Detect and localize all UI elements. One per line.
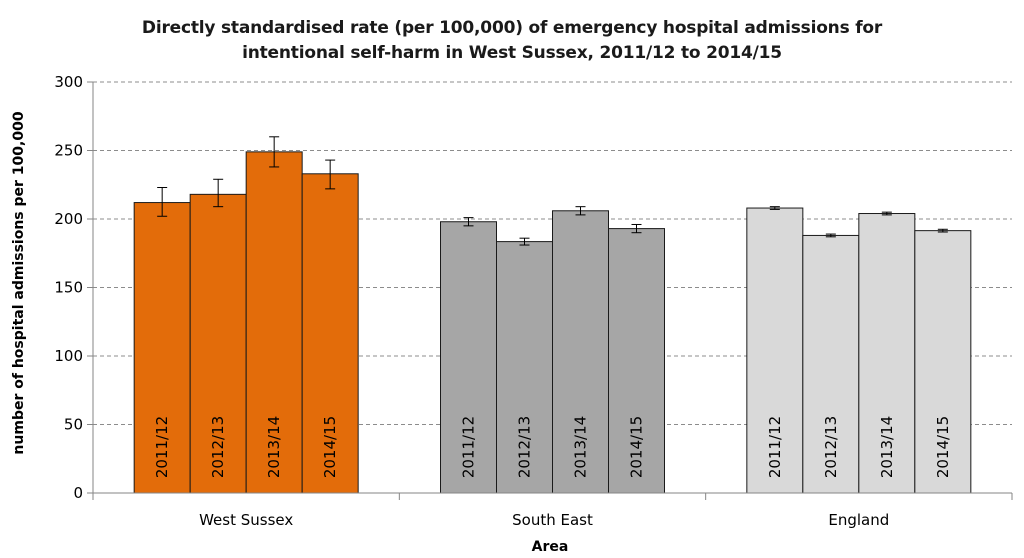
bar-label: 2013/14 <box>265 416 283 478</box>
y-tick-label: 100 <box>54 347 83 365</box>
bar-label: 2012/13 <box>209 416 227 478</box>
bar-label: 2014/15 <box>934 416 952 478</box>
x-axis: West Sussex South East England <box>92 492 1013 529</box>
x-category-label: West Sussex <box>199 511 293 529</box>
y-tick-label: 150 <box>54 279 83 297</box>
chart-title-line1: Directly standardised rate (per 100,000)… <box>141 18 883 38</box>
bar <box>858 213 916 494</box>
chart-title-line2: intentional self-harm in West Sussex, 20… <box>242 43 782 63</box>
y-tick-label: 50 <box>64 416 83 434</box>
bar-label: 2011/12 <box>766 416 784 478</box>
bar-label: 2013/14 <box>878 416 896 478</box>
bars: 2011/12 2012/13 2013/14 2014/15 2011/12 2012/… <box>133 136 972 494</box>
bar-label: 2014/15 <box>321 416 339 478</box>
bar <box>245 151 303 494</box>
y-tick-label: 300 <box>54 73 83 91</box>
x-category-label: South East <box>512 511 593 529</box>
y-axis-label: number of hospital admissions per 100,00… <box>11 111 27 454</box>
x-category-label: England <box>828 511 889 529</box>
bar-label: 2013/14 <box>572 416 590 478</box>
bar-label: 2011/12 <box>460 416 478 478</box>
bar <box>301 173 359 494</box>
bar-label: 2012/13 <box>822 416 840 478</box>
bar-label: 2014/15 <box>628 416 646 478</box>
y-tick-label: 250 <box>54 142 83 160</box>
bar <box>552 210 609 494</box>
y-axis: 0 50 100 150 200 250 300 <box>54 73 94 502</box>
bar-label: 2012/13 <box>516 416 534 478</box>
bar <box>746 207 804 494</box>
bar-label: 2011/12 <box>153 416 171 478</box>
bar <box>496 241 553 494</box>
x-axis-label: Area <box>532 539 569 555</box>
y-tick-label: 200 <box>54 210 83 228</box>
bar <box>914 230 972 494</box>
y-tick-label: 0 <box>73 484 83 502</box>
bar <box>608 228 665 494</box>
